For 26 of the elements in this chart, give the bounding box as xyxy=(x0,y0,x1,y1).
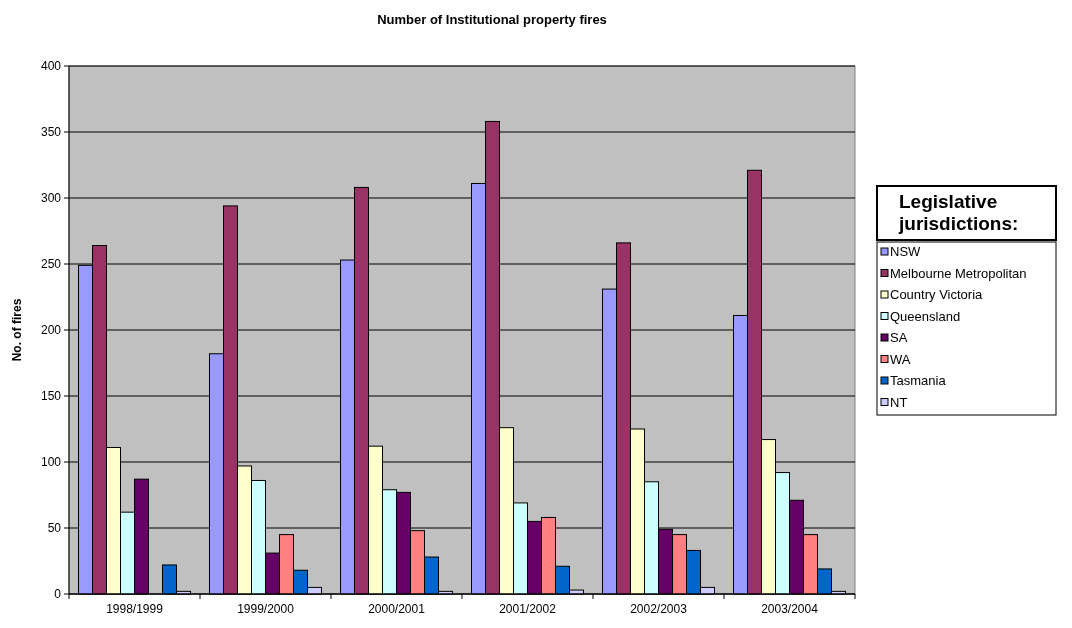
x-tick-label: 1999/2000 xyxy=(237,602,295,616)
legend-label: Queensland xyxy=(890,308,961,324)
x-tick-label: 1998/1999 xyxy=(106,602,164,616)
x-tick-label: 2000/2001 xyxy=(368,602,426,616)
y-tick-label: 0 xyxy=(54,587,62,601)
y-tick-label: 150 xyxy=(40,389,62,403)
legend-title: Legislative jurisdictions: xyxy=(898,191,1019,234)
legend-label: Melbourne Metropolitan xyxy=(890,265,1027,281)
legend-label: SA xyxy=(890,330,908,345)
y-tick-label: 400 xyxy=(40,59,62,73)
y-tick-label: 350 xyxy=(40,125,62,139)
x-tick-label: 2001/2002 xyxy=(499,602,557,616)
y-tick-label: 300 xyxy=(40,191,62,205)
legend-label: Tasmania xyxy=(890,373,947,388)
legend-label: Country Victoria xyxy=(890,287,984,302)
x-tick-label: 2002/2003 xyxy=(630,602,688,616)
y-axis-title: No. of fires xyxy=(10,298,24,362)
y-tick-label: 50 xyxy=(47,521,62,535)
y-tick-label: 100 xyxy=(40,455,62,469)
x-tick-label: 2003/2004 xyxy=(761,602,819,616)
y-tick-label: 250 xyxy=(40,257,62,271)
chart-title: Number of Institutional property fires xyxy=(377,12,607,27)
y-tick-label: 200 xyxy=(40,323,62,337)
legend-label: NSW xyxy=(890,244,922,259)
legend-label: WA xyxy=(890,351,911,367)
legend-label: NT xyxy=(890,394,908,410)
